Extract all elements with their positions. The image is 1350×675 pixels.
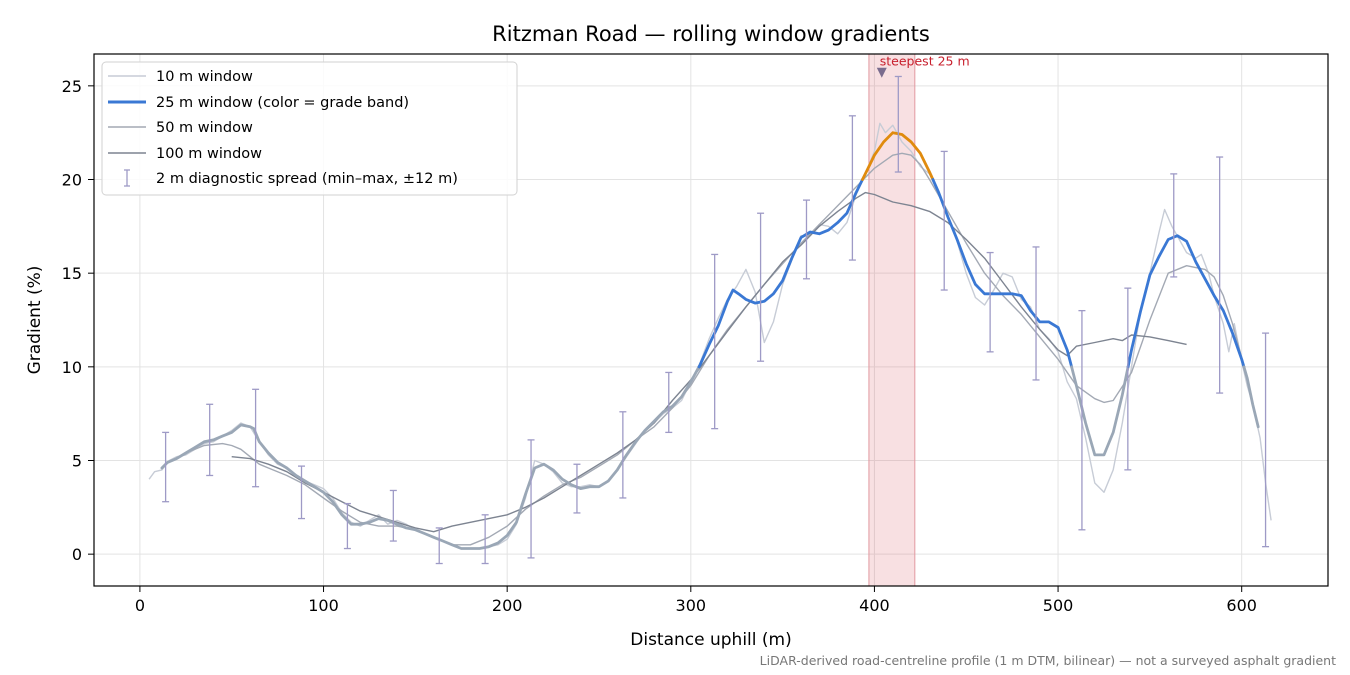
series-25m-segment-low: [160, 365, 701, 550]
errorbar: [298, 465, 306, 520]
errorbar: [1170, 173, 1178, 278]
steepest-marker-triangle: [876, 67, 887, 78]
legend-frame: [101, 61, 518, 196]
series-25m-segment-mid: [1126, 234, 1246, 369]
y-axis-ticks: 0 5 10 15 20 25: [62, 77, 94, 564]
x-tick-label: 200: [492, 596, 523, 615]
series-line-3: [231, 191, 1187, 533]
x-tick-label: 300: [676, 596, 707, 615]
legend-label-100m: 100 m window: [156, 146, 262, 162]
errorbar: [711, 253, 719, 430]
errorbar: [940, 150, 948, 291]
errorbar: [573, 463, 581, 514]
x-tick-label: 500: [1043, 596, 1074, 615]
x-axis-ticks: 0 100 200 300 400 500 600: [135, 586, 1257, 615]
legend-label-errorbar: 2 m diagnostic spread (min–max, ±12 m): [156, 171, 458, 187]
errorbar: [619, 411, 627, 499]
series-25m-segment-low: [1070, 365, 1130, 457]
y-tick-label: 25: [62, 77, 82, 96]
y-tick-label: 15: [62, 264, 82, 283]
errorbar: [802, 199, 810, 280]
errorbar: [757, 212, 765, 362]
x-tick-label: 600: [1226, 596, 1257, 615]
x-tick-label: 100: [308, 596, 339, 615]
y-tick-label: 20: [62, 171, 82, 190]
errorbar: [435, 527, 443, 565]
errorbar: [1032, 246, 1040, 381]
legend-label-50m: 50 m window: [156, 120, 253, 136]
errorbar: [527, 439, 535, 559]
errorbar: [389, 489, 397, 542]
series-25m-segment-low: [1242, 365, 1260, 429]
footnote: LiDAR-derived road-centreline profile (1…: [760, 653, 1336, 668]
errorbar-group: [162, 75, 1270, 565]
errorbar: [343, 502, 351, 550]
steepest-marker: steepest 25 m: [876, 54, 970, 78]
series-25m-segment-mid: [931, 178, 1073, 369]
legend: 10 m window 25 m window (color = grade b…: [101, 61, 518, 196]
y-tick-label: 0: [72, 545, 82, 564]
x-tick-label: 400: [859, 596, 890, 615]
x-tick-label: 0: [135, 596, 145, 615]
series-25m-segment-mid: [697, 178, 864, 369]
series-25m-segment-high: [861, 131, 935, 181]
plot-frame: [93, 53, 1329, 587]
series-lines: [148, 122, 1272, 550]
errorbar: [252, 388, 260, 488]
errorbar: [206, 403, 214, 477]
errorbar: [848, 115, 856, 261]
legend-swatch-errorbar: [124, 169, 130, 187]
errorbar: [986, 251, 994, 353]
errorbar: [1262, 332, 1270, 548]
legend-label-10m: 10 m window: [156, 69, 253, 85]
errorbar: [1124, 287, 1132, 471]
steepest-annotation: steepest 25 m: [880, 54, 970, 69]
x-axis-label: Distance uphill (m): [630, 630, 791, 650]
errorbar: [1216, 156, 1224, 394]
errorbar: [894, 75, 902, 173]
y-tick-label: 5: [72, 451, 82, 470]
legend-label-25m: 25 m window (color = grade band): [156, 95, 409, 111]
errorbar: [1078, 309, 1086, 531]
errorbar: [162, 431, 170, 503]
errorbar: [481, 514, 489, 565]
errorbar: [665, 371, 673, 434]
y-axis-label: Gradient (%): [25, 266, 45, 375]
y-tick-label: 10: [62, 358, 82, 377]
chart-title: Ritzman Road — rolling window gradients: [492, 22, 930, 46]
